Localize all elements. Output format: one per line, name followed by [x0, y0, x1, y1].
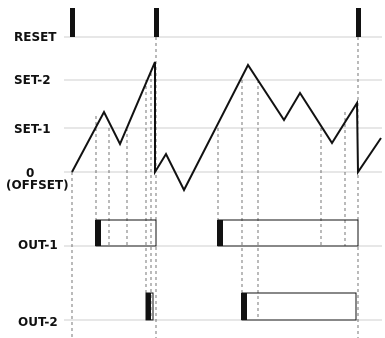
zero-label: 0: [26, 166, 34, 180]
out1-label: OUT-1: [18, 238, 58, 252]
guide-lines: [71, 37, 359, 338]
out2-label: OUT-2: [18, 315, 58, 329]
reset-label: RESET: [14, 30, 57, 44]
reset-pulse: [356, 8, 361, 37]
out2-switch-marker: [241, 293, 247, 320]
out1-on-period: [95, 219, 157, 247]
reset-pulse: [70, 8, 75, 37]
out1-switch-marker: [95, 220, 101, 246]
out2-switch-marker: [146, 293, 151, 320]
signal-waveform: [71, 61, 382, 193]
out2-on-period: [241, 292, 357, 321]
out1-on-period: [217, 219, 359, 247]
reset-pulse: [154, 8, 159, 37]
offset-label: (OFFSET): [6, 178, 69, 192]
set1-label: SET-1: [14, 122, 51, 136]
out1-switch-marker: [217, 220, 223, 246]
set2-label: SET-2: [14, 73, 51, 87]
